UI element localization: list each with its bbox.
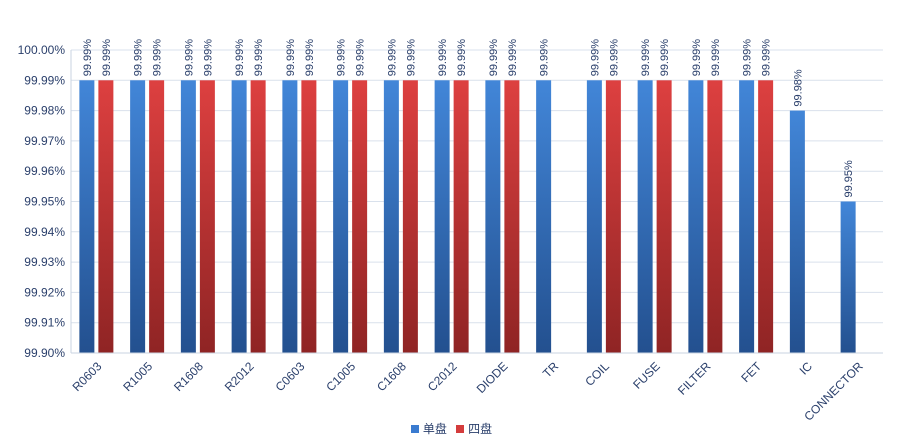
bar-2-r1005[interactable] — [149, 80, 165, 354]
data-labels: 99.99% 99.99% 99.99% 99.99% 99.99% 99.99% 99.9… — [82, 39, 855, 198]
bar-2-fuse[interactable] — [656, 80, 672, 354]
y-tick-label: 99.93% — [24, 255, 65, 269]
data-label: 99.99% — [456, 39, 468, 77]
x-tick-label: COIL — [582, 359, 612, 389]
bar-2-filter[interactable] — [707, 80, 723, 354]
bar-2-c2012[interactable] — [453, 80, 469, 354]
data-label: 99.99% — [761, 39, 773, 77]
x-tick-label: R1608 — [171, 359, 206, 394]
y-tick-label: 99.99% — [24, 73, 65, 87]
x-tick-label: R1005 — [120, 359, 155, 394]
data-label: 99.99% — [539, 39, 551, 77]
data-label: 99.99% — [488, 39, 500, 77]
bar-2-coil[interactable] — [605, 80, 621, 354]
data-label: 99.99% — [253, 39, 265, 77]
data-label: 99.99% — [691, 39, 703, 77]
bar-2-r0603[interactable] — [98, 80, 114, 354]
bar-1-c1608[interactable] — [383, 80, 399, 354]
bar-1-r0603[interactable] — [79, 80, 95, 354]
bar-1-c2012[interactable] — [434, 80, 450, 354]
y-tick-label: 99.90% — [24, 346, 65, 360]
data-label: 99.99% — [285, 39, 297, 77]
x-tick-label: FET — [738, 359, 764, 385]
data-label: 99.99% — [659, 39, 671, 77]
data-label: 99.99% — [437, 39, 449, 77]
data-label: 99.99% — [589, 39, 601, 77]
bar-1-r2012[interactable] — [231, 80, 247, 354]
bar-1-c1005[interactable] — [333, 80, 349, 354]
data-label: 99.99% — [152, 39, 164, 77]
y-tick-label: 99.94% — [24, 225, 65, 239]
legend-swatch-series-1 — [410, 424, 419, 433]
data-label: 99.99% — [336, 39, 348, 77]
y-tick-label: 99.97% — [24, 134, 65, 148]
x-tick-label: C1608 — [374, 359, 409, 394]
bar-1-fuse[interactable] — [637, 80, 653, 354]
x-tick-label: C2012 — [425, 359, 460, 394]
bar-1-r1005[interactable] — [130, 80, 146, 354]
data-label: 99.99% — [710, 39, 722, 77]
legend-swatch-series-2 — [456, 424, 465, 433]
x-axis: R0603 R1005 R1608 R2012 C0603 C1005 C1608 C2012… — [70, 352, 883, 424]
y-tick-label: 99.95% — [24, 195, 65, 209]
data-label: 99.99% — [82, 39, 94, 77]
x-tick-label: DIODE — [474, 359, 511, 396]
x-tick-label: C0603 — [273, 359, 308, 394]
legend-item-series-2[interactable]: 四盘 — [456, 420, 492, 437]
bar-1-tr[interactable] — [536, 80, 552, 354]
data-label: 99.99% — [355, 39, 367, 77]
x-tick-label: R0603 — [70, 359, 105, 394]
bar-2-diode[interactable] — [504, 80, 520, 354]
bar-1-filter[interactable] — [688, 80, 704, 354]
legend-label-series-2: 四盘 — [468, 422, 493, 436]
y-axis: 99.90% 99.91% 99.92% 99.93% 99.94% 99.95% 99.9… — [18, 43, 72, 360]
bar-2-r2012[interactable] — [250, 80, 266, 354]
bar-2-c0603[interactable] — [301, 80, 317, 354]
legend: 单盘 四盘 — [0, 420, 903, 437]
bar-1-c0603[interactable] — [282, 80, 298, 354]
bar-2-c1005[interactable] — [352, 80, 368, 354]
bar-2-r1608[interactable] — [199, 80, 215, 354]
data-label: 99.98% — [792, 69, 804, 107]
data-label: 99.99% — [405, 39, 417, 77]
bar-2-c1608[interactable] — [402, 80, 418, 354]
x-tick-label: FILTER — [675, 359, 714, 398]
data-label: 99.99% — [183, 39, 195, 77]
data-label: 99.99% — [202, 39, 214, 77]
data-label: 99.99% — [640, 39, 652, 77]
legend-item-series-1[interactable]: 单盘 — [410, 420, 447, 437]
data-label: 99.99% — [101, 39, 113, 77]
bar-1-coil[interactable] — [586, 80, 602, 354]
bar-1-fet[interactable] — [739, 80, 755, 354]
bar-1-ic[interactable] — [789, 110, 805, 353]
data-label: 99.99% — [742, 39, 754, 77]
data-label: 99.99% — [304, 39, 316, 77]
bar-1-r1608[interactable] — [180, 80, 196, 354]
y-tick-label: 100.00% — [18, 43, 66, 57]
x-tick-label: FUSE — [630, 359, 663, 392]
data-label: 99.99% — [133, 39, 145, 77]
x-tick-label: IC — [797, 359, 816, 378]
bars — [79, 80, 856, 354]
y-tick-label: 99.98% — [24, 104, 65, 118]
x-tick-label: R2012 — [222, 359, 257, 394]
data-label: 99.99% — [507, 39, 519, 77]
bar-1-connector[interactable] — [840, 201, 856, 354]
bar-1-diode[interactable] — [485, 80, 501, 354]
x-tick-label: TR — [540, 359, 561, 380]
y-tick-label: 99.96% — [24, 164, 65, 178]
legend-label-series-1: 单盘 — [422, 422, 447, 436]
data-label: 99.95% — [843, 160, 855, 198]
x-tick-label: C1005 — [323, 359, 358, 394]
bar-2-fet[interactable] — [758, 80, 774, 354]
data-label: 99.99% — [386, 39, 398, 77]
y-tick-label: 99.92% — [24, 285, 65, 299]
y-tick-label: 99.91% — [24, 316, 65, 330]
data-label: 99.99% — [234, 39, 246, 77]
data-label: 99.99% — [608, 39, 620, 77]
